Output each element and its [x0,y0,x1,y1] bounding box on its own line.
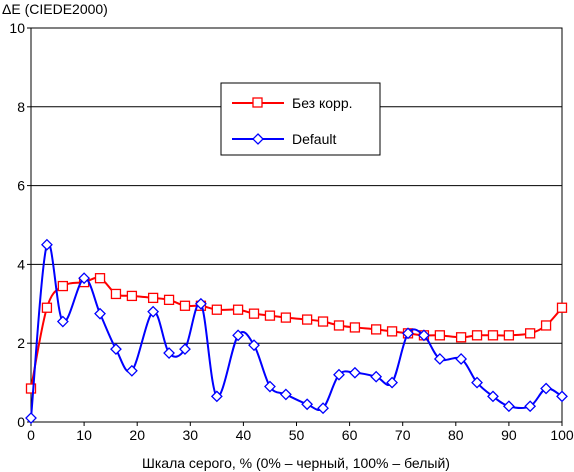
legend-marker-bez-korr [252,97,263,108]
point-default [433,353,446,365]
y-tick-label: 6 [17,178,25,194]
x-axis-title: Шкала серого, % (0% – черный, 100% – бел… [142,455,450,471]
point-default [471,376,483,389]
legend-label-bez-korr: Без корр. [292,95,353,111]
point-bez-korr [110,288,122,300]
point-default [333,368,345,381]
y-tick-label: 4 [17,256,25,272]
point-bez-korr [25,383,37,394]
point-default [540,382,552,395]
y-tick-label: 8 [17,99,25,115]
y-tick-label: 10 [9,20,25,36]
legend-label-default: Default [292,131,336,147]
point-bez-korr [41,302,53,313]
point-default [524,400,537,413]
x-tick-label: 60 [342,427,358,443]
point-bez-korr [147,292,159,304]
series-line-default [30,241,563,419]
point-default [195,297,207,310]
point-bez-korr [211,304,223,315]
point-bez-korr [386,326,398,337]
x-tick-label: 70 [395,427,411,443]
series-line-bez-korr [30,276,563,389]
point-default [386,376,398,389]
point-default [370,370,383,383]
point-default [279,388,292,401]
legend-marker-default [252,133,264,145]
point-bez-korr [126,290,138,302]
x-tick-label: 50 [289,427,305,443]
x-tick-label: 10 [76,427,92,443]
point-bez-korr [471,330,483,341]
point-default [78,272,91,285]
point-bez-korr [434,330,446,341]
point-default [317,402,329,415]
point-default [210,390,223,403]
point-default [502,400,515,413]
point-bez-korr [349,322,361,333]
point-bez-korr [94,273,106,284]
x-axis-ticks: 0 10 20 30 40 50 60 70 80 90 100 [27,422,574,443]
point-bez-korr [264,310,276,321]
point-bez-korr [317,316,329,327]
point-bez-korr [301,314,313,325]
point-default [301,398,314,411]
x-tick-label: 30 [183,427,199,443]
point-default [94,307,106,320]
point-bez-korr [540,320,552,331]
series-default [25,238,568,424]
legend-box [220,82,381,156]
point-bez-korr [503,330,515,341]
x-tick-label: 90 [501,427,517,443]
point-default [402,327,414,340]
point-bez-korr [57,280,69,292]
point-bez-korr [333,320,345,331]
x-tick-label: 0 [27,427,35,443]
point-default [487,390,499,403]
series-layer [25,238,568,424]
y-axis-title: ΔE (CIEDE2000) [2,1,108,17]
point-default [455,353,468,365]
point-default [248,339,260,352]
point-default [556,390,568,403]
x-tick-label: 20 [129,427,145,443]
point-bez-korr [556,302,568,313]
y-axis-ticks: 0 2 4 6 8 10 [9,20,31,430]
point-default [179,343,191,356]
point-bez-korr [280,312,292,323]
point-default [163,347,175,359]
point-default [147,305,160,318]
point-default [41,238,53,251]
x-tick-label: 40 [236,427,252,443]
point-default [418,329,430,342]
point-default [264,380,276,393]
point-default [125,364,138,377]
point-bez-korr [524,328,536,339]
y-tick-label: 0 [17,414,25,430]
x-tick-label: 100 [550,427,574,443]
point-default [56,315,69,328]
point-default [25,412,37,424]
point-bez-korr [455,332,467,343]
point-bez-korr [163,294,175,306]
point-default [232,329,245,342]
point-bez-korr [232,304,244,315]
point-default [348,366,361,379]
y-tick-label: 2 [17,335,25,351]
point-bez-korr [370,324,382,335]
point-bez-korr [248,308,260,319]
point-bez-korr [179,300,191,311]
legend: Без корр. Default [220,82,381,156]
point-default [110,343,122,356]
x-tick-label: 80 [448,427,464,443]
point-bez-korr [487,330,499,341]
